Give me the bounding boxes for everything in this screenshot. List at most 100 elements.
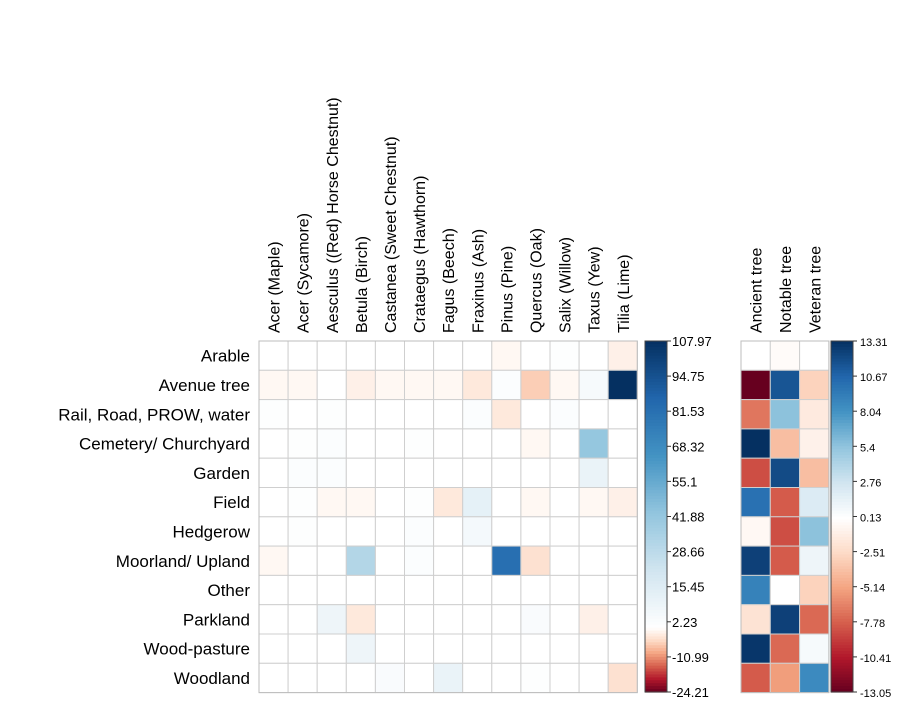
legend-swatch <box>831 449 853 453</box>
heatmap-cell <box>520 545 551 576</box>
legend-swatch <box>645 604 667 608</box>
legend-swatch <box>645 534 667 538</box>
legend-swatch <box>831 352 853 357</box>
legend-swatch <box>831 399 853 404</box>
heatmap-cell <box>462 428 493 459</box>
heatmap-cell <box>607 457 638 489</box>
heatmap-cell <box>287 662 318 694</box>
legend-swatch <box>831 507 853 512</box>
legend-swatch <box>831 446 853 450</box>
heatmap-cell <box>462 399 493 430</box>
heatmap-cell <box>316 574 347 606</box>
legend-swatch <box>645 621 667 626</box>
heatmap-cell <box>404 633 435 664</box>
heatmap-cell <box>549 574 580 606</box>
legend-swatch <box>645 498 667 503</box>
heatmap-cell <box>549 457 580 489</box>
heatmap-cell <box>491 457 522 489</box>
legend-swatch <box>645 563 667 567</box>
heatmap-cell <box>345 574 376 606</box>
row-label: Moorland/ Upland <box>116 552 250 571</box>
heatmap-cell <box>258 633 289 664</box>
legend-swatch <box>645 364 667 368</box>
heatmap-cell <box>316 340 347 371</box>
heatmap-cell <box>740 516 771 547</box>
legend-swatch <box>831 645 853 649</box>
legend-swatch <box>831 405 853 409</box>
legend-swatch <box>645 408 667 412</box>
legend-swatch <box>831 607 853 611</box>
legend-swatch <box>831 674 853 678</box>
heatmap-cell <box>433 516 464 547</box>
legend-swatch <box>831 463 853 468</box>
legend-swatch <box>831 478 853 482</box>
legend-tick-label: -24.21 <box>672 685 709 700</box>
heatmap-cell <box>491 399 522 430</box>
heatmap-cell <box>520 487 551 518</box>
legend-swatch <box>831 551 853 556</box>
heatmap-cell <box>578 662 609 694</box>
legend-swatch <box>645 554 667 559</box>
legend-swatch <box>645 551 667 556</box>
legend-swatch <box>645 349 667 354</box>
legend-tick-label: -10.99 <box>672 650 709 665</box>
legend-swatch <box>831 422 853 427</box>
legend-swatch <box>831 659 853 664</box>
color-legend-2: 13.31 10.67 8.04 5.4 2.76 0.13 -2.51 -5.14 -7.78… <box>830 337 891 700</box>
legend-swatch <box>645 405 667 409</box>
heatmap-cell <box>578 574 609 606</box>
legend-swatch <box>645 659 667 664</box>
legend-swatch <box>645 630 667 635</box>
legend-swatch <box>831 425 853 430</box>
legend-swatch <box>645 674 667 678</box>
row-label: Garden <box>193 464 250 483</box>
legend-swatch <box>645 589 667 594</box>
legend-swatch <box>645 443 667 447</box>
legend-swatch <box>645 414 667 418</box>
heatmap-cell <box>404 604 435 635</box>
legend-swatch <box>645 425 667 430</box>
heatmap-cell <box>404 487 435 518</box>
heatmap-cell <box>258 545 289 576</box>
column-label: Acer (Maple) <box>267 241 284 333</box>
heatmap-cell <box>374 604 405 635</box>
legend-swatch <box>831 577 853 582</box>
row-label: Other <box>207 581 250 600</box>
legend-swatch <box>645 390 667 395</box>
legend-swatch <box>645 577 667 582</box>
legend-swatch <box>645 656 667 661</box>
heatmap-cell <box>462 516 493 547</box>
legend-swatch <box>645 376 667 380</box>
legend-swatch <box>831 504 853 509</box>
legend-swatch <box>645 507 667 512</box>
legend-swatch <box>645 683 667 687</box>
legend-swatch <box>645 411 667 415</box>
legend-swatch <box>645 496 667 500</box>
legend-tick-label: 41.88 <box>672 510 705 525</box>
heatmap-cell <box>578 340 609 371</box>
heatmap-cell <box>769 545 801 576</box>
legend-swatch <box>831 528 853 532</box>
heatmap-cell <box>769 516 801 547</box>
heatmap-cell <box>769 487 801 518</box>
legend-swatch <box>645 651 667 655</box>
heatmap-cell <box>287 633 318 664</box>
legend-swatch <box>645 569 667 573</box>
heatmap-cell <box>316 399 347 430</box>
legend-swatch <box>831 680 853 684</box>
legend-swatch <box>831 519 853 523</box>
legend-swatch <box>831 367 853 371</box>
heatmap-cell <box>520 340 551 371</box>
legend-swatch <box>645 536 667 541</box>
legend-swatch <box>831 534 853 538</box>
heatmap-cell <box>549 369 580 401</box>
heatmap-cell <box>374 574 405 606</box>
legend-swatch <box>831 604 853 608</box>
legend-swatch <box>831 531 853 535</box>
legend-swatch <box>645 355 667 360</box>
legend-swatch <box>645 653 667 658</box>
legend-swatch <box>645 595 667 599</box>
legend-swatch <box>645 381 667 386</box>
legend-swatch <box>645 583 667 588</box>
